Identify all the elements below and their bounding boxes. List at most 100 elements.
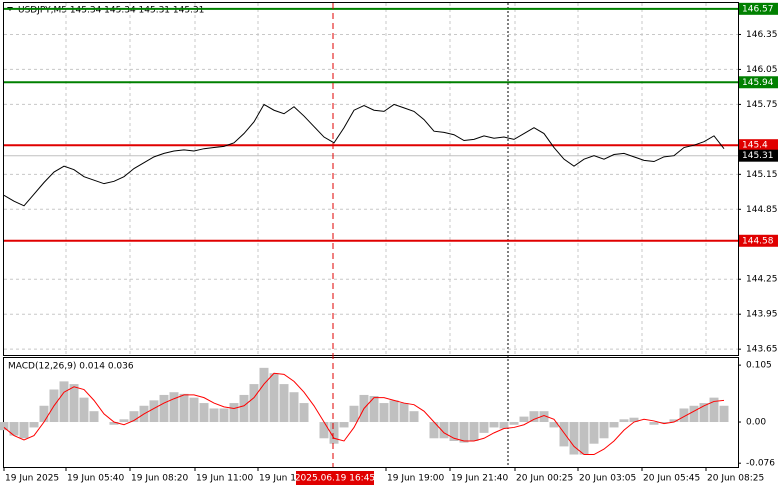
histogram-bar <box>709 397 719 423</box>
macd-title: MACD(12,26,9) 0.014 0.036 <box>8 362 134 372</box>
x-tick-label: 20 Jun 05:45 <box>643 474 700 484</box>
x-tick-label: 19 Jun 2025 <box>5 474 59 484</box>
y-tick-label: 143.95 <box>746 310 778 320</box>
level-label: 145.4 <box>742 141 768 151</box>
histogram-bar <box>169 392 179 423</box>
histogram-bar <box>589 422 599 444</box>
histogram-bar <box>559 422 569 447</box>
y-tick-label: 144.25 <box>746 275 778 285</box>
histogram-bar <box>39 405 49 423</box>
histogram-bar <box>269 373 279 423</box>
histogram-bar <box>679 408 689 423</box>
histogram-bar <box>59 381 69 423</box>
level-label-box <box>739 2 778 15</box>
histogram-bar <box>69 384 79 423</box>
histogram-bar <box>289 392 299 423</box>
signal-line <box>3 372 725 456</box>
histogram-bar <box>109 422 119 425</box>
price-line <box>3 103 725 207</box>
histogram-bar <box>239 394 249 423</box>
histogram-bar <box>199 403 209 423</box>
histogram-bar <box>399 403 409 423</box>
chart-title: USDJPY,M5 145.34 145.34 145.31 145.31 <box>18 6 204 16</box>
histogram-bar <box>209 408 219 423</box>
histogram-bar <box>219 408 229 423</box>
histogram-bar <box>319 422 329 439</box>
x-tick-label: 19 Jun 11:00 <box>196 474 253 484</box>
level-label: 145.94 <box>742 78 774 88</box>
histogram-bar <box>19 422 29 439</box>
level-label-box <box>739 234 778 247</box>
histogram-bar <box>379 403 389 423</box>
histogram-bar <box>259 367 269 423</box>
histogram-bar <box>719 405 729 423</box>
histogram-bar <box>509 422 519 425</box>
x-tick-label: 19 Jun 21:40 <box>451 474 508 484</box>
histogram-bar <box>519 416 529 423</box>
histogram-bar <box>29 422 39 428</box>
cursor-label-box <box>296 471 374 485</box>
y-tick-label: 0.00 <box>746 418 766 428</box>
histogram-bar <box>689 405 699 423</box>
macd-frame <box>3 357 739 468</box>
histogram-bar <box>149 400 159 423</box>
x-tick-label: 19 Jun 05:40 <box>67 474 124 484</box>
histogram-bar <box>489 422 499 428</box>
histogram-bar <box>79 397 89 423</box>
level-label: 146.57 <box>742 4 774 14</box>
y-tick-label: 145.75 <box>746 100 778 110</box>
histogram-bar <box>649 422 659 425</box>
histogram-bar <box>669 419 679 423</box>
x-tick-label: 19 Jun 19:00 <box>387 474 444 484</box>
histogram-bar <box>469 422 479 441</box>
histogram-bar <box>479 422 489 433</box>
histogram-bar <box>159 394 169 423</box>
y-tick-label: 145.15 <box>746 170 778 180</box>
x-tick-label: 20 Jun 03:05 <box>579 474 636 484</box>
x-tick-label: 19 Jun 1 <box>259 474 296 484</box>
histogram-bar <box>599 422 609 439</box>
histogram-bar <box>339 422 349 428</box>
cursor-label: 2025.06.19 16:45 <box>295 474 375 484</box>
histogram-bar <box>619 419 629 423</box>
histogram-bar <box>369 396 379 423</box>
histogram-bar <box>119 419 129 423</box>
histogram-bar <box>539 411 549 423</box>
histogram-bar <box>579 422 589 455</box>
level-label: 144.58 <box>742 236 774 246</box>
current-price-box <box>739 149 778 162</box>
histogram-bar <box>9 422 19 436</box>
x-tick-label: 20 Jun 08:25 <box>707 474 764 484</box>
histogram-bar <box>529 411 539 423</box>
histogram-bar <box>89 411 99 423</box>
price-frame <box>3 2 739 356</box>
histogram-bar <box>129 411 139 423</box>
y-tick-label: 146.35 <box>746 30 778 40</box>
histogram-bar <box>249 384 259 423</box>
histogram-bar <box>429 422 439 439</box>
x-tick-label: 19 Jun 08:20 <box>131 474 188 484</box>
y-tick-label: 144.85 <box>746 205 778 215</box>
histogram-bar <box>299 403 309 423</box>
level-label-box <box>739 76 778 89</box>
histogram-bar <box>279 384 289 423</box>
histogram-bar <box>629 417 639 423</box>
x-tick-label: 20 Jun 00:25 <box>516 474 573 484</box>
histogram-bar <box>499 422 509 429</box>
histogram-bar <box>0 422 9 431</box>
histogram-bar <box>609 422 619 428</box>
y-tick-label: -0.076 <box>746 459 775 469</box>
level-label-box <box>739 139 778 152</box>
y-tick-label: 143.65 <box>746 345 778 355</box>
y-tick-label: 146.05 <box>746 65 778 75</box>
histogram-bar <box>179 393 189 423</box>
histogram-bar <box>459 422 469 443</box>
histogram-bar <box>569 422 579 455</box>
current-price-label: 145.31 <box>742 151 774 161</box>
histogram-bar <box>409 411 419 423</box>
histogram-bar <box>329 422 339 444</box>
histogram-bar <box>699 403 709 423</box>
histogram-bar <box>549 422 559 428</box>
histogram-bar <box>189 397 199 423</box>
